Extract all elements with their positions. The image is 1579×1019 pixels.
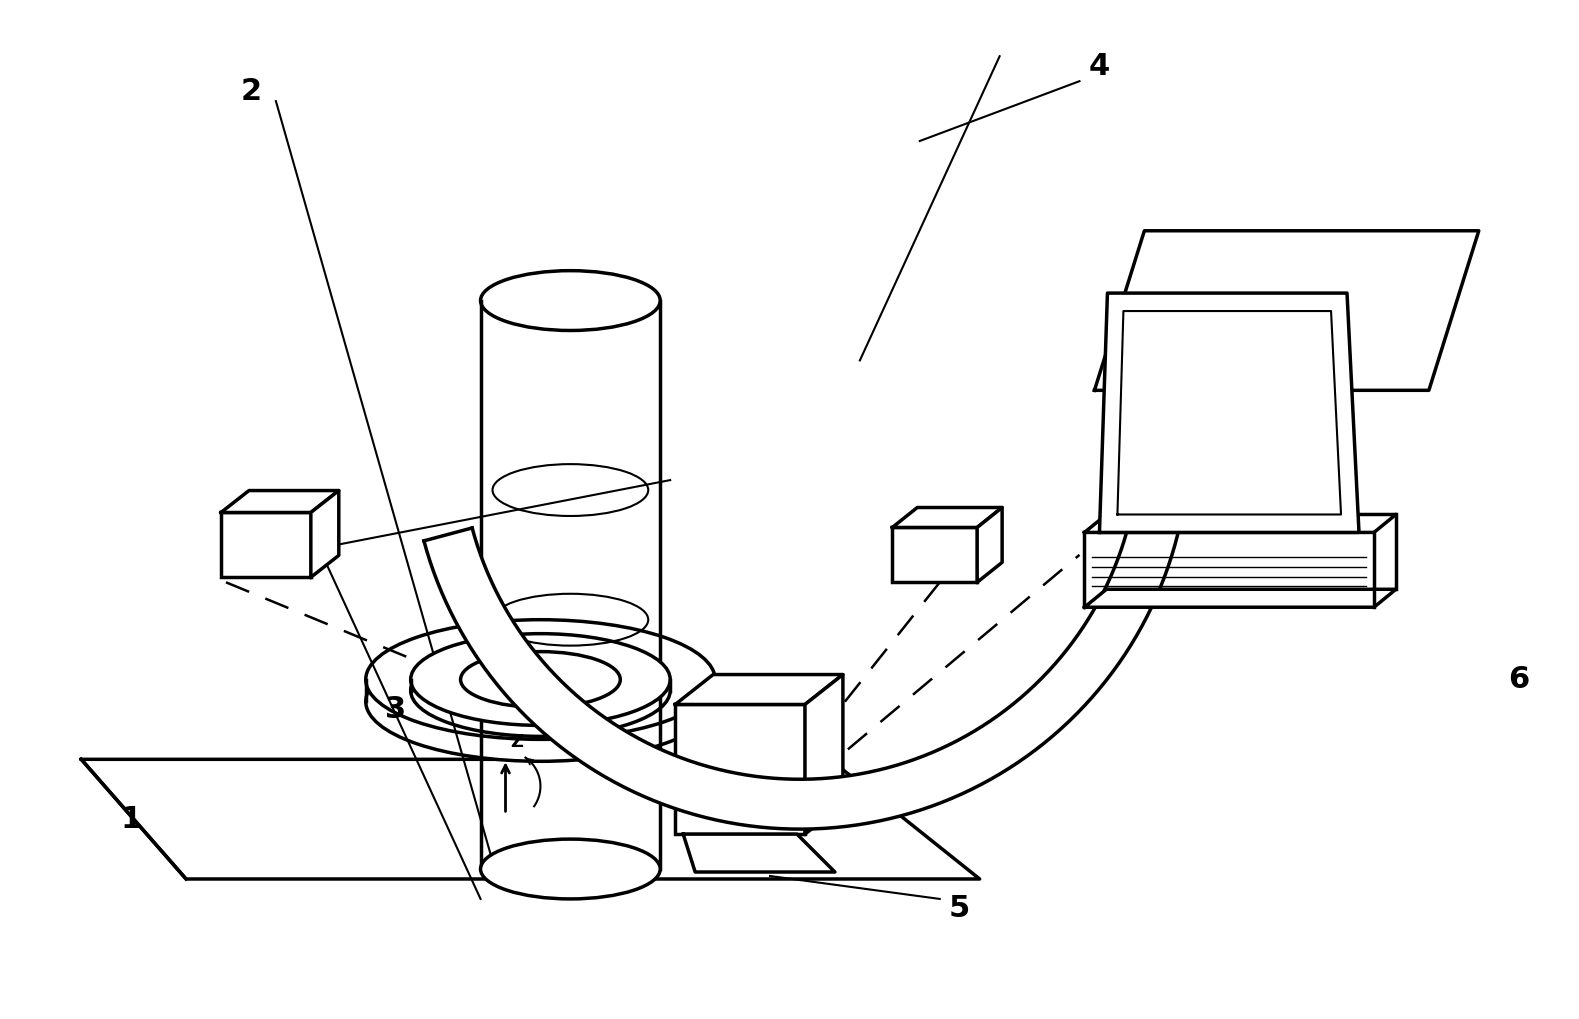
Bar bbox=[892, 528, 977, 582]
Polygon shape bbox=[221, 490, 339, 513]
Text: Z: Z bbox=[510, 734, 523, 751]
Text: 4: 4 bbox=[1090, 52, 1110, 81]
Polygon shape bbox=[311, 490, 339, 578]
Text: 2: 2 bbox=[240, 76, 262, 106]
Ellipse shape bbox=[480, 271, 660, 330]
Polygon shape bbox=[684, 835, 835, 872]
Polygon shape bbox=[1085, 515, 1396, 533]
Polygon shape bbox=[892, 507, 1003, 528]
Ellipse shape bbox=[366, 642, 715, 761]
Polygon shape bbox=[1085, 589, 1396, 607]
Polygon shape bbox=[805, 675, 843, 835]
Ellipse shape bbox=[366, 620, 715, 740]
Ellipse shape bbox=[480, 839, 660, 899]
Ellipse shape bbox=[411, 634, 669, 726]
Polygon shape bbox=[423, 470, 1187, 829]
Text: 5: 5 bbox=[949, 895, 971, 923]
Polygon shape bbox=[977, 507, 1003, 582]
Bar bbox=[676, 704, 805, 835]
Ellipse shape bbox=[461, 651, 621, 707]
Bar bbox=[221, 513, 311, 578]
Polygon shape bbox=[676, 675, 843, 704]
Text: 1: 1 bbox=[120, 805, 142, 834]
Polygon shape bbox=[1094, 230, 1480, 390]
Polygon shape bbox=[1099, 293, 1360, 533]
Text: 3: 3 bbox=[385, 695, 406, 723]
Ellipse shape bbox=[411, 645, 669, 737]
Text: 6: 6 bbox=[1508, 665, 1530, 694]
